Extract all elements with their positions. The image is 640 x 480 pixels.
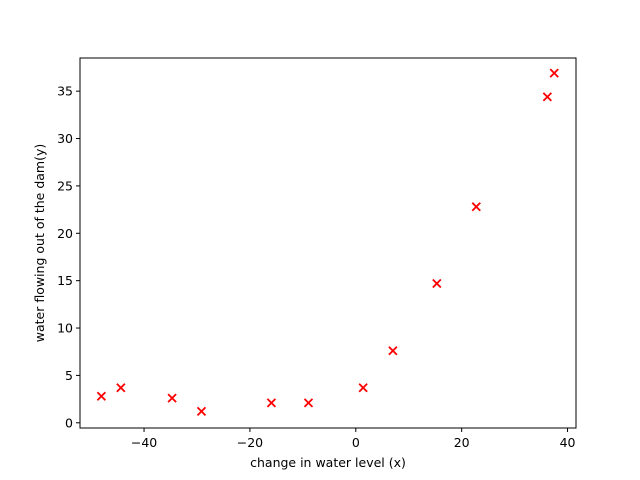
data-point-marker xyxy=(432,278,442,289)
data-point-marker xyxy=(388,346,398,356)
x-axis-label: change in water level (x) xyxy=(250,455,406,470)
data-point-marker xyxy=(303,398,314,408)
marker-stroke xyxy=(196,406,207,417)
data-point-marker xyxy=(358,383,368,393)
x-tick-label: 0 xyxy=(352,435,360,450)
data-point-marker xyxy=(549,68,559,78)
marker-stroke xyxy=(388,346,398,356)
y-tick-label: 10 xyxy=(57,321,73,336)
y-tick-label: 0 xyxy=(65,415,73,430)
marker-stroke xyxy=(303,398,314,408)
y-axis-label: water flowing out of the dam(y) xyxy=(32,144,47,343)
axes-frame xyxy=(79,57,577,429)
x-axis-ticks: −40 −20 0 20 40 xyxy=(131,428,576,450)
x-tick-label: 20 xyxy=(454,435,470,450)
y-axis-ticks: 0 5 10 15 20 25 30 35 xyxy=(57,84,80,430)
marker-stroke xyxy=(167,393,177,403)
marker-stroke xyxy=(116,383,126,393)
data-point-marker xyxy=(116,383,126,393)
data-point-marker xyxy=(96,391,107,401)
y-tick-label: 5 xyxy=(65,368,73,383)
data-point-marker xyxy=(266,398,277,408)
data-point-marker xyxy=(167,393,177,403)
marker-stroke xyxy=(542,92,552,102)
x-tick-label: −20 xyxy=(237,435,263,450)
y-tick-label: 15 xyxy=(57,273,73,288)
plot-area xyxy=(96,68,559,417)
marker-stroke xyxy=(358,383,368,393)
marker-stroke xyxy=(266,398,277,408)
data-point-marker xyxy=(196,406,207,417)
marker-stroke xyxy=(549,68,559,78)
x-tick-label: −40 xyxy=(131,435,157,450)
y-tick-label: 20 xyxy=(57,226,73,241)
marker-stroke xyxy=(432,278,442,289)
marker-stroke xyxy=(471,202,481,212)
y-tick-label: 25 xyxy=(57,178,73,193)
data-point-marker xyxy=(471,202,481,212)
x-tick-label: 40 xyxy=(560,435,576,450)
data-point-marker xyxy=(542,92,552,102)
marker-stroke xyxy=(96,391,107,401)
y-tick-label: 35 xyxy=(57,84,73,99)
y-tick-label: 30 xyxy=(57,131,73,146)
